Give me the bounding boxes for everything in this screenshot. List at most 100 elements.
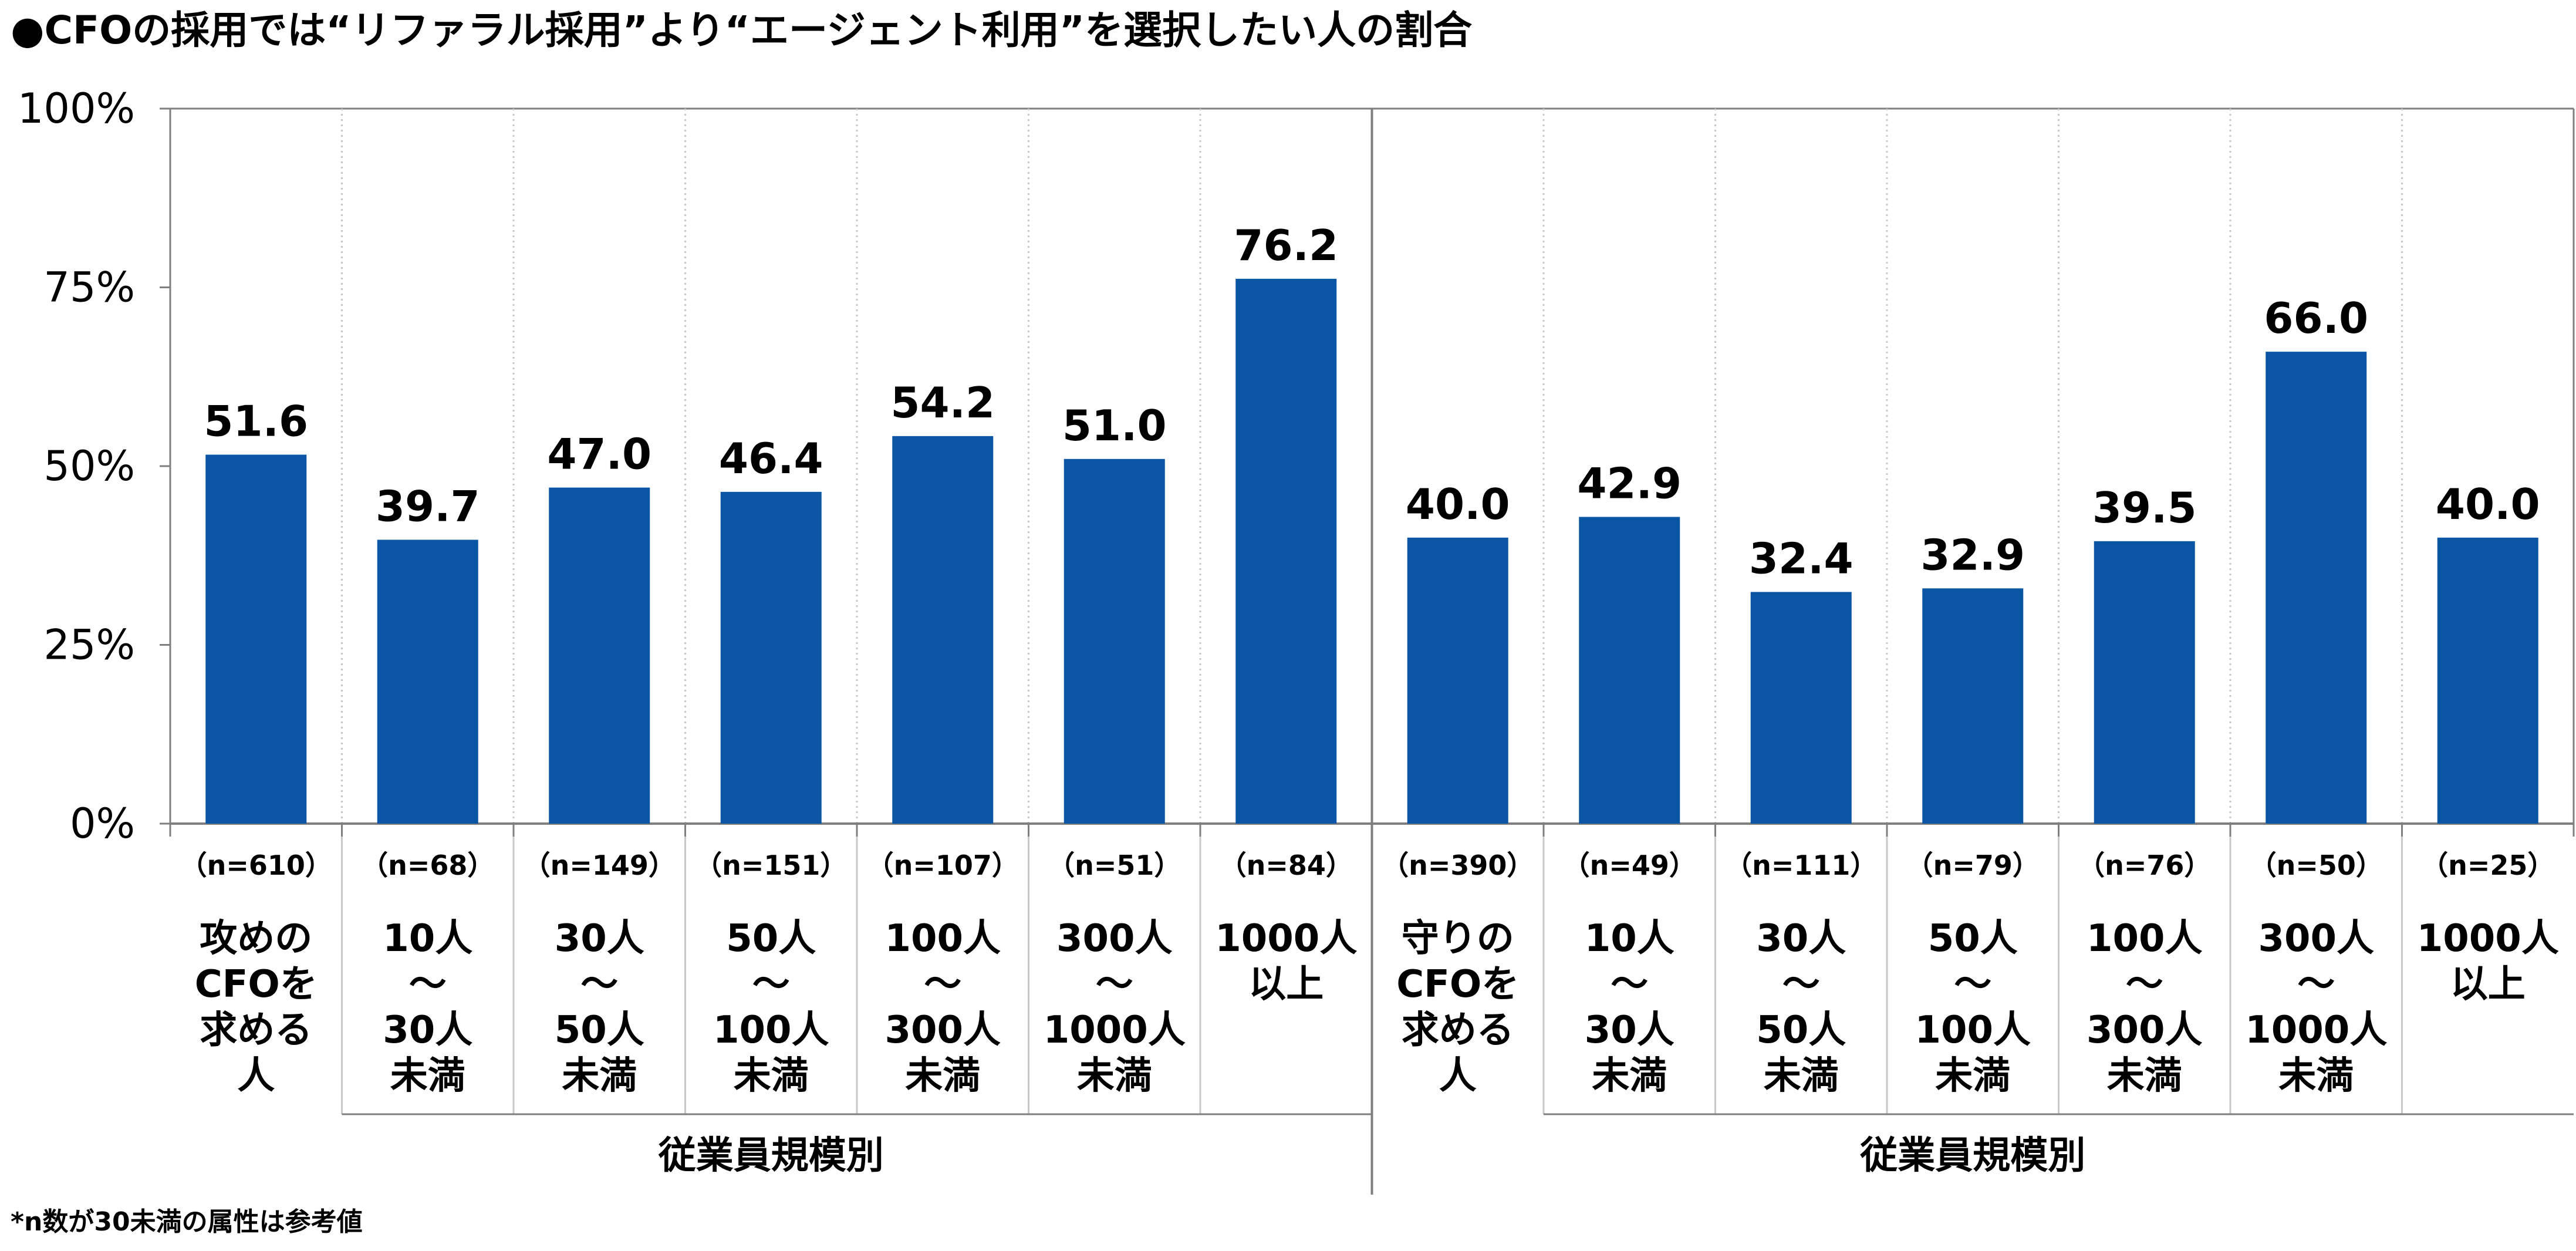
sample-size-label: （n=79） [1906,849,2040,881]
sample-size-label: （n=68） [361,849,494,881]
category-label: CFOを [1396,963,1519,1006]
category-label: 未満 [1592,1054,1667,1098]
bar [2094,541,2195,824]
labels: 0%25%50%75%100%51.6（n=610）攻めのCFOを求める人39.… [18,85,2559,1178]
category-label: 300人 [2258,917,2374,960]
y-tick-label: 75% [43,264,135,312]
bar [2266,352,2367,824]
y-tick-label: 0% [70,800,135,848]
category-label: 300人 [884,1009,1001,1052]
sample-size-label: （n=151） [695,849,847,881]
category-label: 未満 [1077,1054,1152,1098]
data-label: 39.7 [376,481,480,531]
sample-size-label: （n=610） [180,849,332,881]
sample-size-label: （n=49） [1563,849,1696,881]
category-label: ～ [1096,963,1133,1006]
category-label: 30人 [1585,1009,1674,1052]
bar [1064,458,1165,824]
category-label: 1000人 [2417,917,2559,960]
data-label: 47.0 [547,430,651,479]
category-label: ～ [409,963,447,1006]
sample-size-label: （n=51） [1048,849,1181,881]
data-label: 40.0 [1406,480,1510,529]
category-label: CFOを [195,963,318,1006]
category-label: 人 [1439,1054,1477,1098]
data-label: 39.5 [2092,483,2197,532]
category-label: ～ [924,963,961,1006]
category-label: 人 [237,1054,275,1098]
category-label: 300人 [1056,917,1173,960]
bar [892,436,994,824]
category-label: 求める [1402,1009,1514,1052]
bar [720,491,822,824]
bar [377,539,478,824]
category-label: 1000人 [1044,1009,1186,1052]
category-label: 未満 [2107,1054,2182,1098]
category-label: 100人 [1915,1009,2031,1052]
data-label: 51.0 [1062,401,1167,450]
category-label: 50人 [1756,1009,1846,1052]
sample-size-label: （n=111） [1725,849,1877,881]
bar [549,487,650,824]
category-label: 以上 [1248,963,1324,1006]
category-label: 50人 [555,1009,644,1052]
category-label: ～ [2126,963,2163,1006]
category-label: ～ [1611,963,1648,1006]
category-label: 未満 [390,1054,465,1098]
category-label: 未満 [1935,1054,2010,1098]
category-label: 未満 [2278,1054,2354,1098]
category-label: 10人 [1585,917,1674,960]
footnote: *n数が30未満の属性は参考値 [11,1207,363,1237]
gridlines [160,107,2575,1195]
bar [1750,592,1852,824]
sample-size-label: （n=107） [867,849,1019,881]
category-label: ～ [752,963,790,1006]
data-label: 40.0 [2436,480,2540,529]
category-label: 100人 [2087,917,2203,960]
category-label: 攻めの [200,917,312,960]
bar [1922,588,2024,824]
category-label: 1000人 [1215,917,1357,960]
y-tick-label: 50% [43,442,135,490]
category-label: 未満 [562,1054,637,1098]
data-label: 42.9 [1577,458,1682,508]
group-label: 従業員規模別 [1859,1134,2085,1178]
bar [1407,537,1508,824]
category-label: 1000人 [2245,1009,2387,1052]
bar [1579,517,1680,824]
category-label: 100人 [884,917,1001,960]
category-label: 30人 [383,1009,472,1052]
data-label: 51.6 [204,397,308,446]
category-label: 未満 [734,1054,809,1098]
category-label: 30人 [555,917,644,960]
sample-size-label: （n=149） [524,849,676,881]
chart-title: ●CFOの採用では“リファラル採用”より“エージェント利用”を選択したい人の割合 [11,8,1473,53]
category-label: 以上 [2450,963,2526,1006]
category-label: 10人 [383,917,472,960]
data-label: 54.2 [890,378,995,427]
bar [205,454,307,824]
category-label: 30人 [1756,917,1846,960]
y-tick-label: 100% [18,85,135,133]
category-label: 求める [200,1009,312,1052]
category-label: 未満 [1764,1054,1839,1098]
category-label: 300人 [2087,1009,2203,1052]
category-label: 未満 [905,1054,980,1098]
bar [1235,278,1337,824]
bars [205,278,2538,824]
sample-size-label: （n=25） [2421,849,2554,881]
category-label: 守りの [1402,917,1514,960]
category-label: ～ [1954,963,1991,1006]
data-label: 32.4 [1749,534,1853,583]
bar [2437,537,2538,824]
group-label: 従業員規模別 [658,1134,884,1178]
data-label: 46.4 [719,434,823,483]
category-label: ～ [2297,963,2335,1006]
data-label: 66.0 [2264,294,2368,343]
y-tick-label: 25% [43,621,135,669]
category-label: 50人 [726,917,816,960]
category-label: 50人 [1928,917,2018,960]
sample-size-label: （n=76） [2078,849,2211,881]
sample-size-label: （n=50） [2250,849,2383,881]
